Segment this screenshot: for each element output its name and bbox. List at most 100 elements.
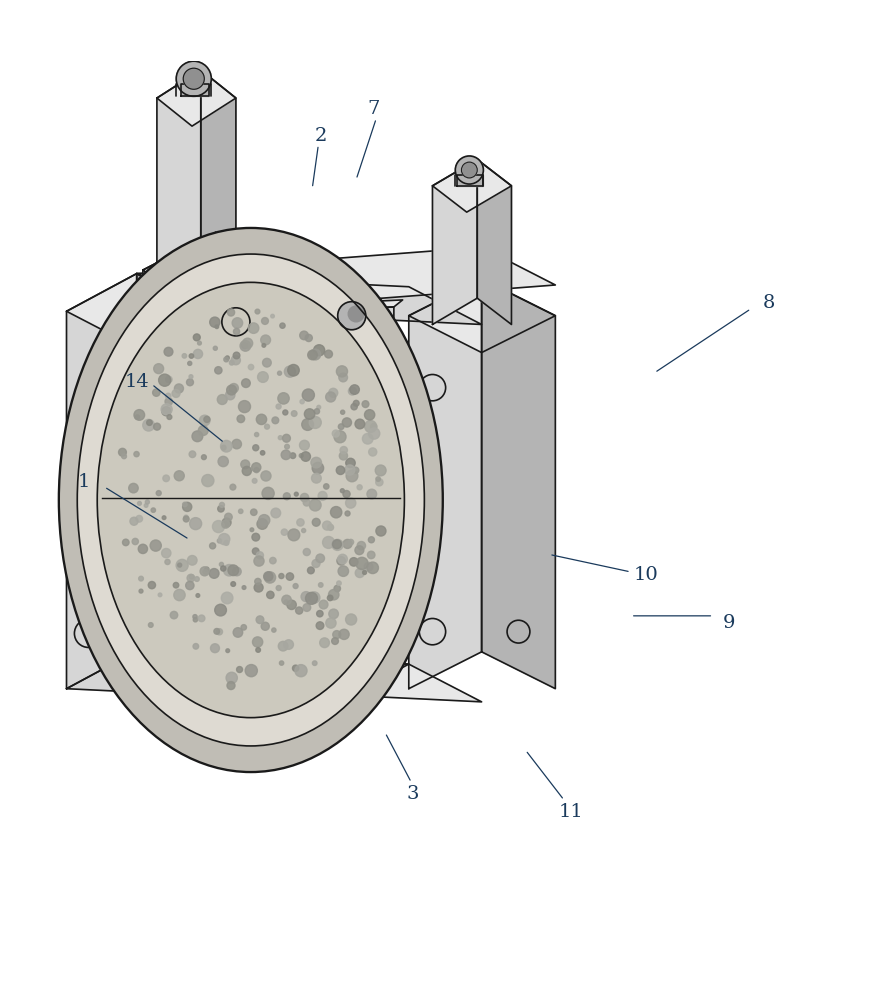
Circle shape [218,456,228,467]
Circle shape [339,452,347,460]
Circle shape [233,567,241,576]
Circle shape [322,536,335,548]
Circle shape [135,415,140,419]
Circle shape [262,487,274,499]
Polygon shape [228,671,369,702]
Circle shape [323,484,328,489]
Circle shape [263,572,272,581]
Circle shape [145,500,149,504]
Ellipse shape [97,282,404,718]
Circle shape [255,578,261,585]
Circle shape [308,592,320,603]
Circle shape [299,400,304,404]
Circle shape [263,358,271,367]
Circle shape [210,644,220,653]
Circle shape [318,583,322,587]
Circle shape [282,595,291,605]
Circle shape [241,460,249,469]
Circle shape [318,491,327,500]
Circle shape [276,586,281,591]
Circle shape [182,354,186,358]
Circle shape [279,323,284,328]
Circle shape [230,484,235,490]
Polygon shape [67,651,408,702]
Polygon shape [157,70,235,126]
Circle shape [363,562,372,571]
Circle shape [257,372,268,382]
Circle shape [158,374,170,386]
Circle shape [170,611,177,619]
Circle shape [248,323,258,333]
Circle shape [201,455,206,460]
Circle shape [312,559,320,568]
Circle shape [138,544,148,554]
Circle shape [183,502,191,511]
Circle shape [355,419,364,429]
Circle shape [132,538,138,545]
Circle shape [241,379,250,387]
Circle shape [295,607,302,614]
Circle shape [255,616,263,624]
Text: 14: 14 [124,373,149,391]
Circle shape [349,558,357,566]
Circle shape [230,678,253,701]
Circle shape [336,366,347,377]
Polygon shape [209,300,402,316]
Circle shape [156,491,161,496]
Circle shape [311,473,320,483]
Text: 8: 8 [761,294,774,312]
Circle shape [227,309,234,316]
Circle shape [348,387,356,395]
Circle shape [309,499,320,511]
Circle shape [322,521,331,530]
Circle shape [366,562,378,574]
Circle shape [204,416,210,422]
Circle shape [193,349,202,359]
Circle shape [352,467,358,473]
Polygon shape [432,159,511,212]
Circle shape [281,529,287,535]
Circle shape [173,582,178,588]
Circle shape [278,641,288,651]
Circle shape [344,465,355,475]
Circle shape [162,475,169,482]
Circle shape [334,431,346,443]
Circle shape [297,519,304,526]
Circle shape [303,499,310,506]
Circle shape [190,518,201,530]
Circle shape [261,622,269,630]
Circle shape [337,302,365,330]
Circle shape [174,589,185,601]
Circle shape [316,405,320,409]
Polygon shape [180,84,208,96]
Circle shape [270,508,280,518]
Circle shape [348,306,363,322]
Circle shape [337,554,347,564]
Circle shape [176,61,211,96]
Circle shape [260,451,264,455]
Circle shape [227,682,234,690]
Circle shape [336,581,341,585]
Circle shape [345,458,355,468]
Circle shape [209,543,215,549]
Circle shape [226,672,237,684]
Circle shape [266,591,274,599]
Circle shape [121,454,126,459]
Circle shape [278,573,284,579]
Circle shape [245,665,257,677]
Circle shape [338,373,347,382]
Circle shape [348,539,353,545]
Polygon shape [143,232,215,288]
Circle shape [336,557,345,565]
Circle shape [306,592,317,604]
Circle shape [303,548,310,556]
Circle shape [189,451,196,458]
Circle shape [313,345,324,356]
Circle shape [234,328,240,335]
Circle shape [224,540,228,545]
Circle shape [174,471,184,481]
Text: 7: 7 [367,100,379,118]
Circle shape [165,376,172,383]
Circle shape [164,347,173,356]
Circle shape [142,419,155,431]
